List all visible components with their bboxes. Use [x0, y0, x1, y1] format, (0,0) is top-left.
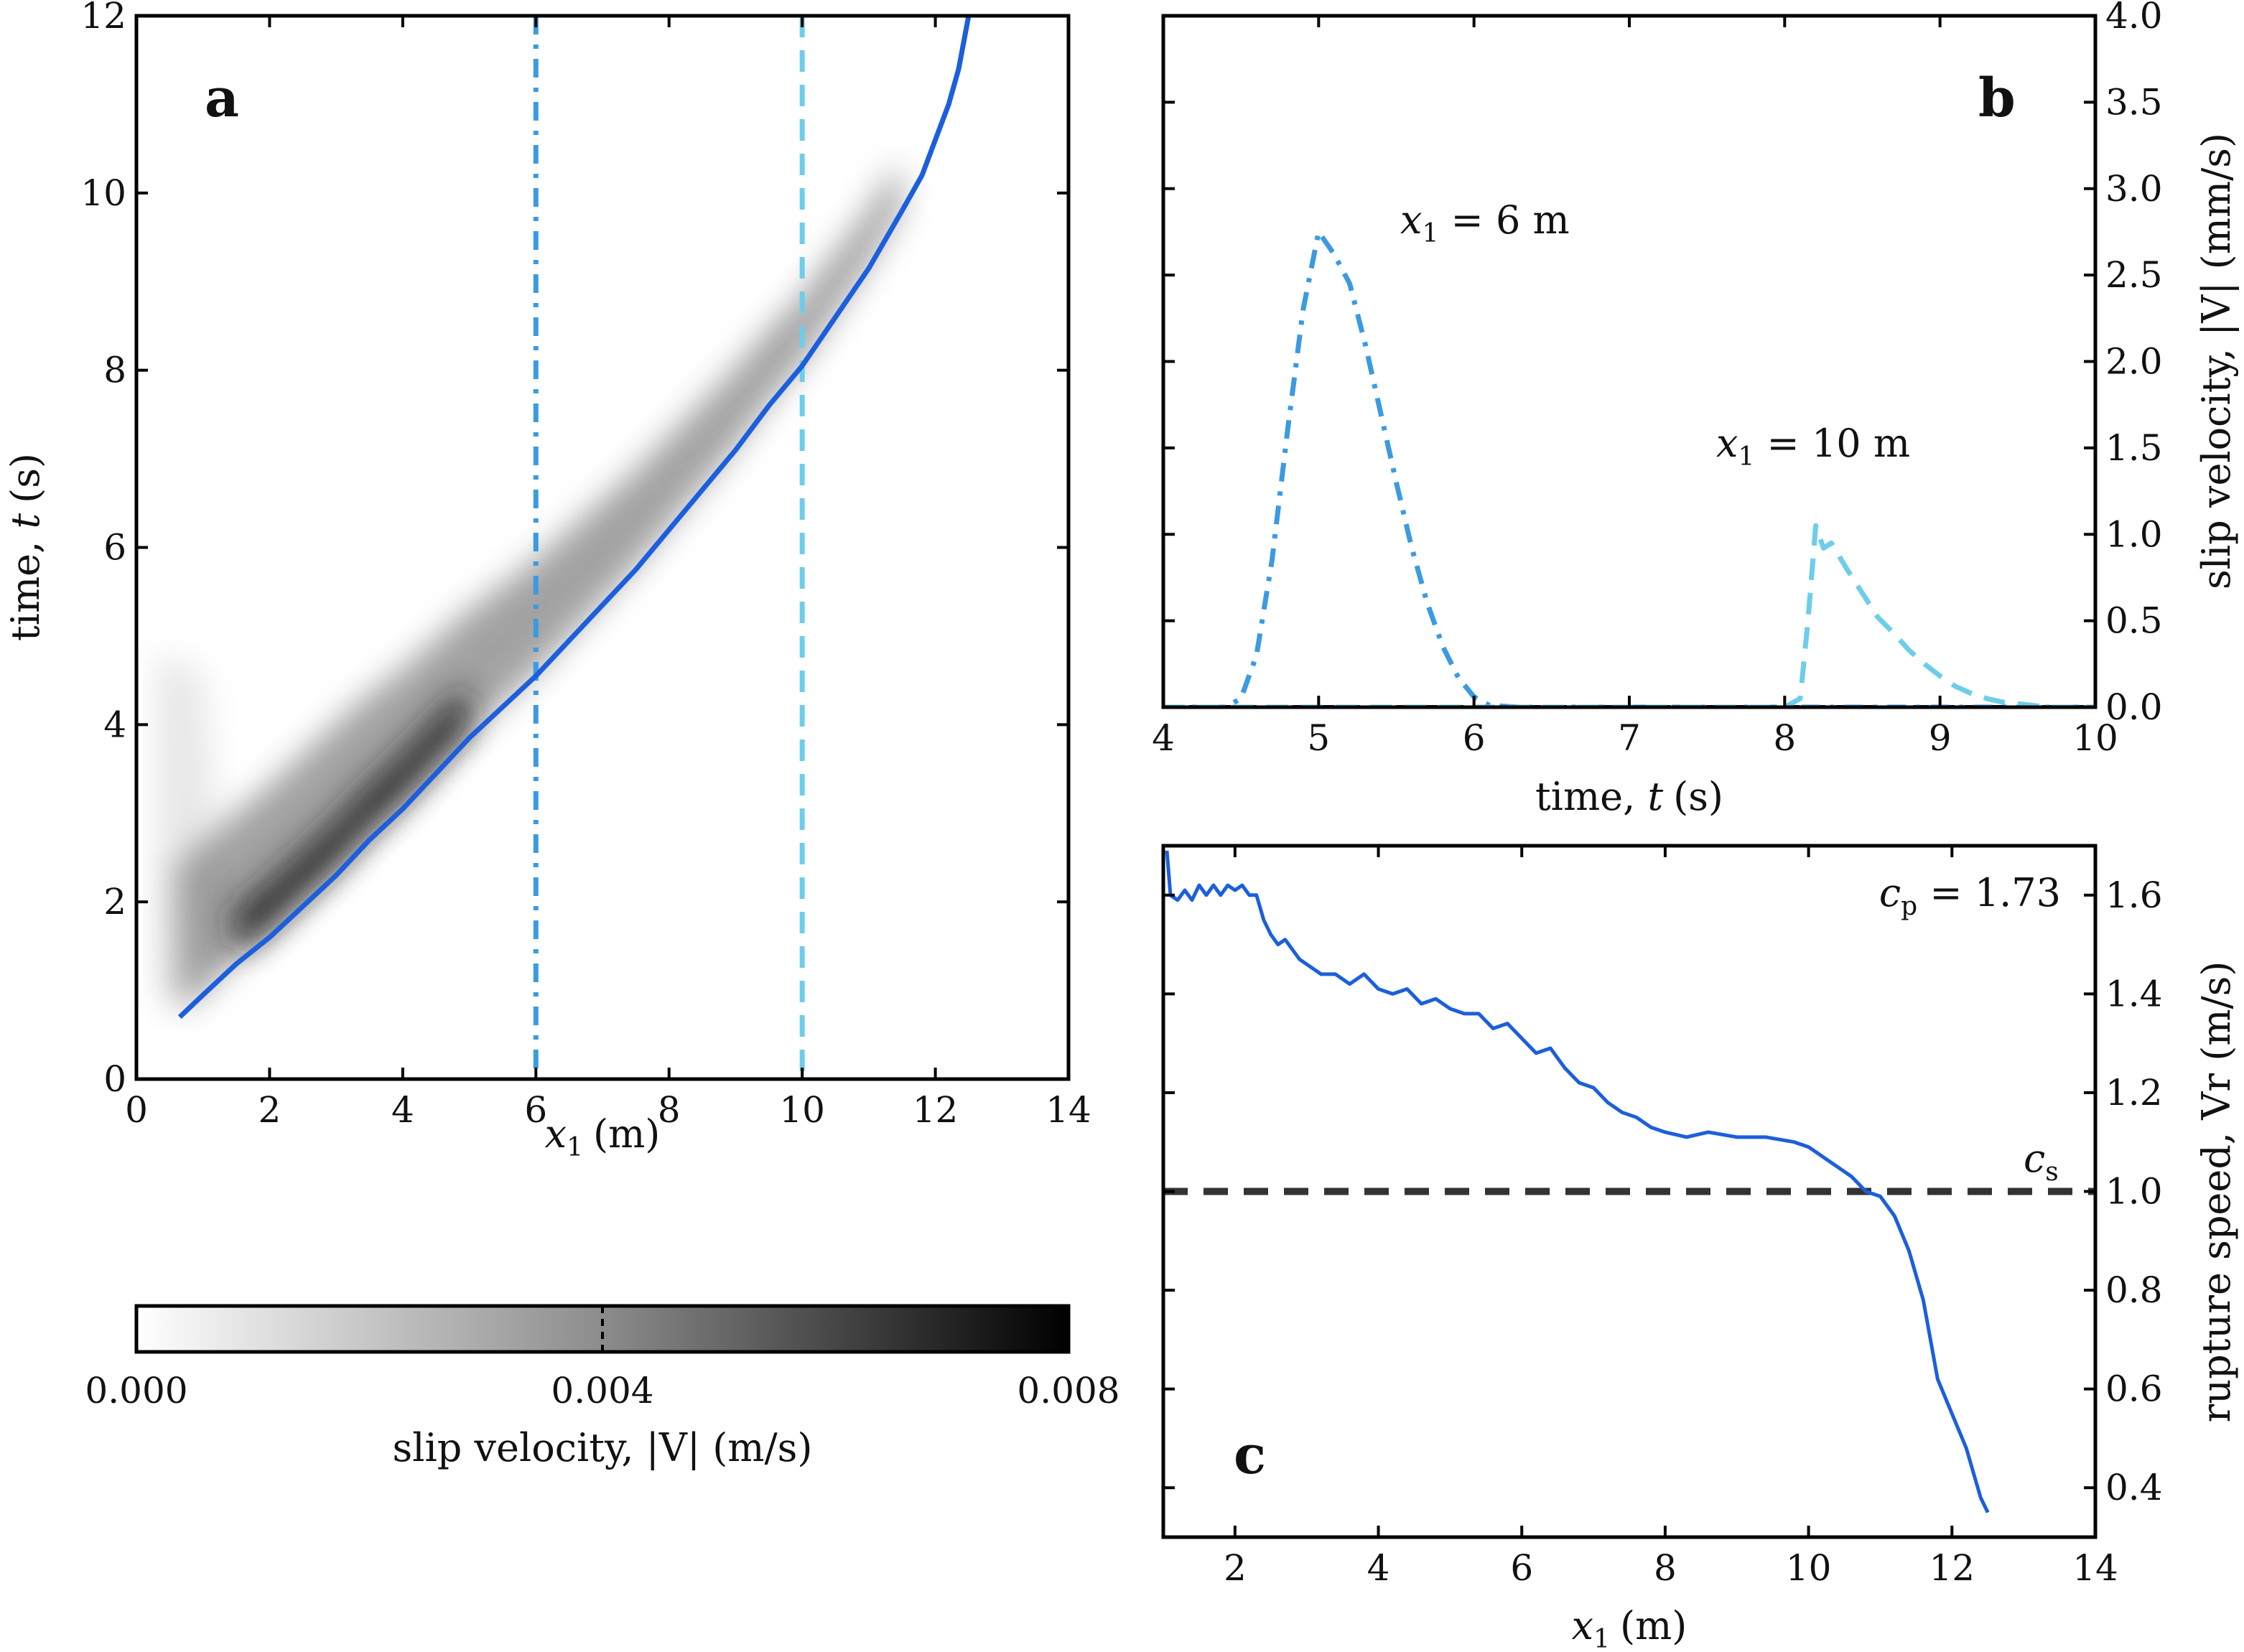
panel-c-x-tick-label-5: 12: [1929, 1547, 1975, 1589]
panel-c-x-label: x1 (m): [1572, 1603, 1687, 1652]
heatmap-core-band: [233, 684, 470, 953]
panel-a-x-tick-label-2: 4: [391, 1089, 414, 1131]
panel-c-y-tick-label-5: 1.4: [2105, 973, 2163, 1014]
panel-b-y-ticks: 0.0 0.5 1.0 1.5 2.0 2.5 3.0 3.5 4.0: [1163, 0, 2163, 728]
colorbar: 0.000 0.004 0.008 slip velocity, |V| (m/…: [85, 1304, 1120, 1470]
panel-a-x-tick-label-7: 14: [1046, 1089, 1091, 1131]
panel-b-x-tick-label-4: 8: [1773, 717, 1796, 759]
panel-b-letter: b: [1978, 67, 2016, 129]
series-x1-6m-line: [1163, 229, 2095, 707]
rupture-speed-line: [1165, 850, 1990, 1513]
colorbar-tick-1: 0.004: [551, 1370, 653, 1411]
panel-c-x-tick-label-3: 8: [1654, 1547, 1677, 1589]
panel-b-y-tick-label-3: 1.5: [2105, 427, 2163, 469]
panel-b-x-label: time, t (s): [1535, 774, 1723, 819]
panel-b-y-tick-label-6: 3.0: [2105, 168, 2163, 210]
panel-b-x-tick-label-0: 4: [1152, 717, 1175, 759]
panel-c-y-tick-label-1: 0.6: [2105, 1368, 2163, 1410]
panel-a-y-tick-label-4: 8: [103, 350, 126, 391]
panel-c-y-tick-label-4: 1.2: [2105, 1072, 2163, 1114]
panel-a-x-tick-label-1: 2: [259, 1089, 281, 1131]
panel-a-y-tick-label-3: 6: [103, 527, 126, 569]
panel-a-x-tick-label-4: 8: [658, 1089, 681, 1131]
panel-c-x-tick-label-4: 10: [1786, 1547, 1832, 1589]
panel-a-x-tick-label-3: 6: [524, 1089, 547, 1131]
panel-b-y-tick-label-0: 0.0: [2105, 686, 2163, 728]
panel-c-x-tick-label-1: 4: [1367, 1547, 1390, 1589]
panel-b-y-tick-label-7: 3.5: [2105, 81, 2163, 123]
panel-c-y-ticks: 0.4 0.6 0.8 1.0 1.2 1.4 1.6: [1163, 874, 2163, 1508]
panel-a-y-tick-label-6: 12: [80, 0, 126, 37]
panel-a-y-tick-label-2: 4: [103, 704, 126, 745]
colorbar-tick-2: 0.008: [1017, 1370, 1119, 1411]
series-x1-10m-label: x1 = 10 m: [1716, 421, 1910, 472]
panel-a-x-tick-label-5: 10: [779, 1089, 825, 1131]
panel-a-heatmap: [156, 162, 903, 1013]
panel-a-x-tick-label-6: 12: [913, 1089, 959, 1131]
panel-c-x-tick-label-6: 14: [2072, 1547, 2118, 1589]
panel-b-y-tick-label-5: 2.5: [2105, 254, 2163, 296]
panel-c-y-tick-label-3: 1.0: [2105, 1171, 2163, 1213]
panel-a: 0 2 4 6 8 10 12 14 0 2 4 6 8 10 12 a x1 (m) time, t(s): [3, 0, 1091, 1162]
panel-a-x-label: x1 (m): [545, 1111, 661, 1162]
panel-a-letter: a: [205, 67, 239, 129]
panel-a-x-ticks: 0 2 4 6 8 10 12 14: [125, 16, 1091, 1131]
panel-b-y-tick-label-8: 4.0: [2105, 0, 2163, 37]
panel-b-x-tick-label-5: 9: [1929, 717, 1952, 759]
panel-c-x-tick-label-2: 6: [1510, 1547, 1533, 1589]
panel-b-x-tick-label-3: 7: [1618, 717, 1641, 759]
panel-b-y-tick-label-1: 0.5: [2105, 600, 2163, 642]
panel-a-y-tick-label-0: 0: [103, 1058, 126, 1100]
series-x1-10m-line: [1163, 523, 2095, 707]
panel-b-background: [1163, 16, 2095, 707]
panel-a-y-tick-label-1: 2: [103, 881, 126, 923]
cp-annotation: cp = 1.73: [1879, 870, 2061, 921]
panel-b-x-ticks: 4 5 6 7 8 9 10: [1152, 16, 2118, 759]
panel-a-x-tick-label-0: 0: [125, 1089, 148, 1131]
panel-b-y-tick-label-2: 1.0: [2105, 513, 2163, 555]
panel-c: 2 4 6 8 10 12 14 0.4 0.6 0.8 1.0 1.2 1.4 1.6 c cp = …: [1161, 844, 2239, 1652]
panel-c-letter: c: [1234, 1424, 1266, 1486]
panel-b-y-label: slip velocity, |V| (mm/s): [2194, 133, 2239, 589]
cs-label: cs: [2024, 1136, 2059, 1187]
panel-a-y-ticks: 0 2 4 6 8 10 12: [80, 0, 1069, 1100]
colorbar-gradient: [136, 1306, 1069, 1352]
panel-c-y-tick-label-0: 0.4: [2105, 1467, 2163, 1508]
panel-b-x-tick-label-6: 10: [2072, 717, 2118, 759]
panel-c-y-tick-label-6: 1.6: [2105, 874, 2163, 916]
panel-c-y-tick-label-2: 0.8: [2105, 1269, 2163, 1311]
series-x1-6m-label: x1 = 6 m: [1400, 197, 1570, 248]
panel-b: 4 5 6 7 8 9 10 0.0 0.5 1.0 1.5 2.0 2.5 3.0 3.5 4.0 b x…: [1152, 0, 2239, 819]
panel-a-y-label: time, t(s): [3, 453, 48, 641]
panel-c-y-label: rupture speed, Vr (m/s): [2194, 961, 2239, 1423]
panel-a-y-tick-label-5: 10: [80, 172, 126, 214]
rupture-front-line: [177, 16, 972, 1019]
colorbar-tick-0: 0.000: [85, 1370, 187, 1411]
panel-c-x-tick-label-0: 2: [1224, 1547, 1247, 1589]
colorbar-label: slip velocity, |V| (m/s): [393, 1425, 813, 1470]
panel-b-x-tick-label-1: 5: [1307, 717, 1330, 759]
panel-b-x-tick-label-2: 6: [1463, 717, 1486, 759]
panel-b-y-tick-label-4: 2.0: [2105, 341, 2163, 383]
panel-c-x-ticks: 2 4 6 8 10 12 14: [1224, 846, 2118, 1589]
